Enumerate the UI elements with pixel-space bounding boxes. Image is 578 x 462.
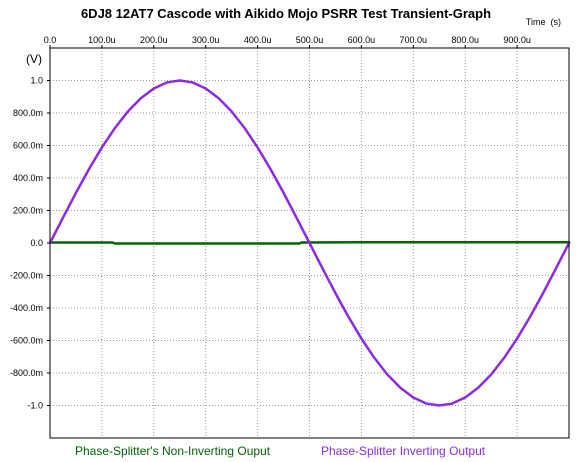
series-lines bbox=[48, 79, 571, 407]
x-axis-ticks: 0.0 100.0u 200.0u 300.0u 400.0u 500.0u 600.0u 7… bbox=[44, 35, 531, 48]
x-tick-label: 100.0u bbox=[88, 35, 116, 45]
y-tick-label: 1.0 bbox=[30, 76, 43, 86]
x-axis-unit-label: Time (s) bbox=[526, 17, 561, 27]
y-tick-label: 0.0 bbox=[30, 238, 43, 248]
x-tick-label: 0.0 bbox=[44, 35, 57, 45]
x-tick-label: 300.0u bbox=[192, 35, 220, 45]
y-tick-label: 400.0m bbox=[13, 173, 43, 183]
y-tick-label: -200.0m bbox=[10, 271, 43, 281]
chart-title: 6DJ8 12AT7 Cascode with Aikido Mojo PSRR… bbox=[81, 6, 491, 21]
legend-item-inverting-output: Phase-Splitter Inverting Output bbox=[321, 444, 486, 458]
x-tick-label: 500.0u bbox=[296, 35, 324, 45]
y-axis-unit-label: (V) bbox=[26, 52, 42, 66]
y-tick-label: 600.0m bbox=[13, 141, 43, 151]
series-line-inverting-output bbox=[48, 79, 571, 407]
y-tick-label: -800.0m bbox=[10, 368, 43, 378]
x-tick-label: 900.0u bbox=[503, 35, 531, 45]
x-tick-label: 200.0u bbox=[140, 35, 168, 45]
y-tick-label: 200.0m bbox=[13, 206, 43, 216]
x-tick-label: 800.0u bbox=[451, 35, 479, 45]
y-tick-label: -400.0m bbox=[10, 303, 43, 313]
x-tick-label: 600.0u bbox=[348, 35, 376, 45]
legend-item-non-inverting-output: Phase-Splitter's Non-Inverting Ouput bbox=[75, 444, 271, 458]
plot-frame bbox=[49, 47, 570, 439]
y-tick-label: 800.0m bbox=[13, 108, 43, 118]
x-tick-label: 400.0u bbox=[244, 35, 272, 45]
y-axis-ticks: 1.0 800.0m 600.0m 400.0m 200.0m 0.0 -200.0m -40… bbox=[10, 76, 50, 411]
y-tick-label: -600.0m bbox=[10, 336, 43, 346]
x-tick-label: 700.0u bbox=[400, 35, 428, 45]
series-line-non-inverting-output bbox=[48, 240, 571, 245]
y-tick-label: -1.0 bbox=[27, 401, 43, 411]
